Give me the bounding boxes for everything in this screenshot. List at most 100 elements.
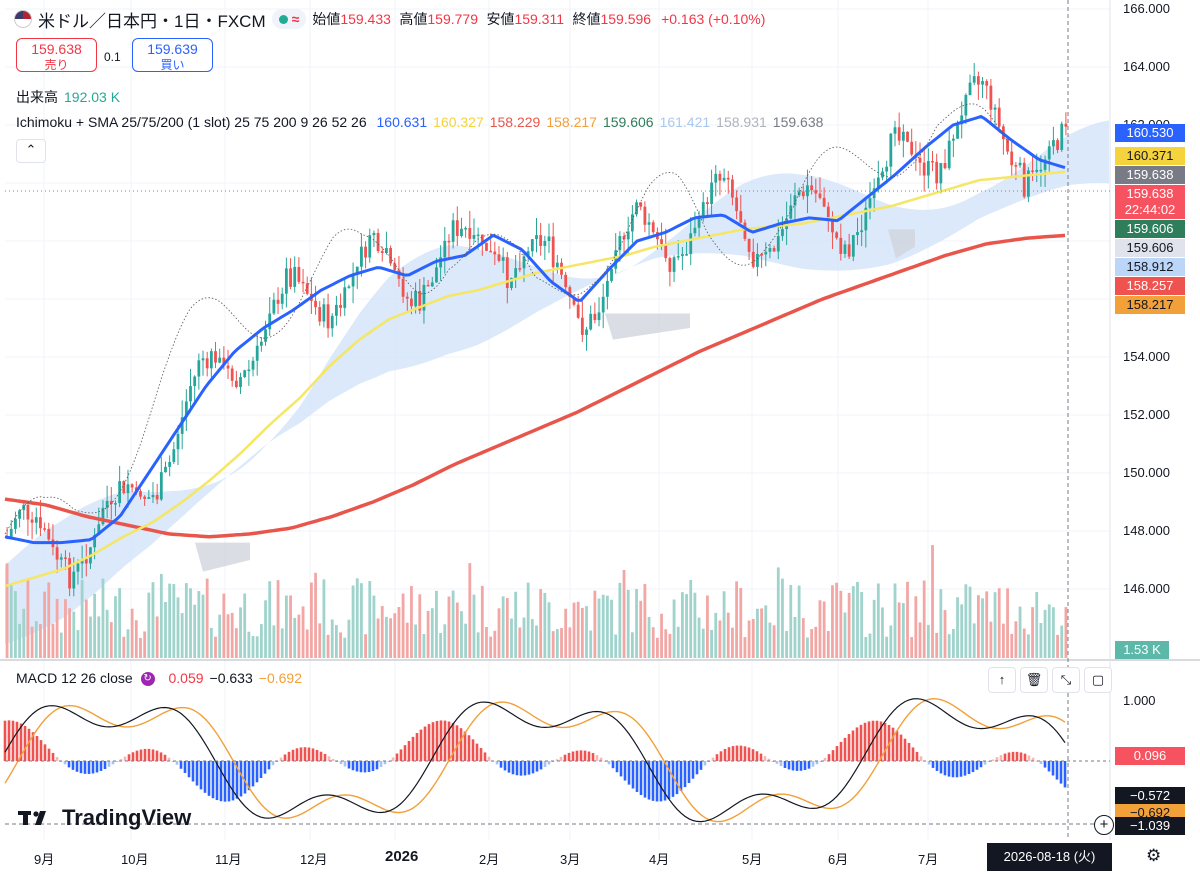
macd-histogram-bar	[287, 751, 291, 761]
macd-histogram-bar	[623, 761, 627, 781]
volume-bar	[243, 593, 247, 658]
macd-badge: 0.096	[1115, 747, 1185, 765]
volume-bar	[689, 579, 693, 658]
macd-histogram-bar	[139, 749, 143, 761]
tradingview-logo: TradingView	[18, 805, 191, 831]
macd-histogram-bar	[527, 761, 531, 775]
symbol-title[interactable]: 米ドル／日本円・1日・FXCM	[38, 11, 266, 31]
volume-bar	[806, 637, 809, 658]
volume-bar	[981, 598, 984, 658]
volume-bar	[468, 563, 472, 658]
macd-histogram-bar	[643, 761, 647, 798]
macd-histogram-bar	[327, 756, 331, 761]
volume-bar	[18, 623, 21, 658]
candle-body	[410, 298, 413, 307]
macd-histogram-bar	[963, 761, 967, 776]
candle-body	[176, 433, 180, 450]
macd-histogram-bar	[159, 752, 163, 761]
macd-histogram-bar	[359, 761, 363, 773]
candle-body	[1056, 140, 1059, 150]
macd-legend[interactable]: MACD 12 26 close ↻ 0.059 −0.633 −0.692	[16, 670, 302, 687]
ichimoku-legend[interactable]: Ichimoku + SMA 25/75/200 (1 slot) 25 75 …	[16, 114, 829, 130]
volume-bar	[822, 601, 826, 658]
candle-body	[731, 179, 734, 198]
volume-bar	[476, 632, 480, 658]
candle-body	[551, 236, 555, 268]
macd-histogram-bar	[839, 741, 843, 761]
volume-bar	[951, 628, 955, 658]
candle-body	[447, 240, 451, 243]
time-label: 2026	[385, 848, 419, 865]
candle-body	[109, 500, 113, 504]
macd-histogram-bar	[219, 761, 223, 802]
macd-histogram-bar	[227, 761, 231, 802]
price-badge: 159.638	[1115, 166, 1185, 184]
plus-circle-icon[interactable]: +	[1094, 815, 1114, 835]
macd-histogram-bar	[919, 756, 923, 761]
volume-bar	[197, 591, 201, 658]
volume-bar	[664, 629, 668, 658]
buy-button[interactable]: 159.639 買い	[132, 38, 213, 72]
volume-bar	[109, 622, 113, 658]
candle-body	[864, 207, 868, 231]
volume-bar	[643, 583, 647, 658]
candle-body	[460, 228, 463, 236]
volume-bar	[80, 579, 84, 658]
candle-body	[480, 234, 484, 243]
volume-bar	[172, 584, 176, 658]
trash-icon[interactable]: 🗑	[1020, 667, 1048, 693]
volume-bar	[1018, 606, 1022, 658]
macd-histogram-bar	[51, 752, 55, 761]
macd-histogram-bar	[255, 761, 259, 783]
macd-histogram-bar	[95, 761, 99, 773]
close-label: 終値	[572, 11, 601, 27]
volume-bar	[168, 583, 172, 658]
macd-histogram-bar	[103, 761, 107, 770]
arrow-up-icon[interactable]: ↑	[988, 667, 1016, 693]
candle-body	[889, 133, 893, 167]
collapse-icon[interactable]: ⤡	[1052, 667, 1080, 693]
volume-bar	[355, 578, 359, 658]
volume-bar	[614, 634, 618, 658]
macd-histogram-bar	[283, 754, 287, 761]
candle-body	[368, 235, 372, 258]
volume-bar	[764, 605, 768, 658]
settings-gear-icon[interactable]: ⚙	[1146, 846, 1162, 865]
macd-histogram-bar	[859, 724, 863, 761]
candle-body	[772, 248, 776, 252]
candle-body	[414, 291, 418, 307]
volume-bar	[14, 591, 17, 658]
candle-body	[614, 250, 618, 269]
volume-legend[interactable]: 出来高 192.03 K	[16, 87, 120, 107]
macd-histogram-bar	[371, 761, 375, 771]
candle-body	[835, 232, 839, 238]
macd-histogram-bar	[651, 761, 655, 801]
volume-bar	[610, 599, 613, 658]
maximize-icon[interactable]: ▢	[1084, 667, 1112, 693]
candle-body	[80, 559, 84, 564]
volume-bar	[922, 580, 926, 658]
chevron-up-icon[interactable]: ⌃	[16, 139, 46, 163]
volume-bar	[810, 629, 814, 658]
market-open-icon	[278, 14, 288, 24]
macd-histogram-bar	[835, 746, 839, 761]
market-status-pill[interactable]: ≈	[271, 9, 307, 29]
macd-histogram-bar	[487, 756, 491, 761]
volume-bar	[676, 626, 680, 658]
candle-body	[435, 267, 438, 283]
candle-body	[464, 227, 468, 230]
volume-bar	[193, 604, 197, 658]
macd-histogram-bar	[631, 761, 635, 789]
candle-body	[439, 257, 443, 268]
volume-bar	[1031, 607, 1034, 658]
macd-histogram-bar	[47, 748, 51, 761]
sell-button[interactable]: 159.638 売り	[16, 38, 97, 72]
volume-bar	[309, 582, 313, 658]
candle-body	[764, 251, 768, 255]
volume-bar	[785, 630, 789, 658]
price-badge: 160.371	[1115, 147, 1185, 165]
volume-bar	[605, 595, 609, 658]
volume-bar	[151, 582, 155, 658]
macd-histogram-bar	[751, 749, 755, 761]
